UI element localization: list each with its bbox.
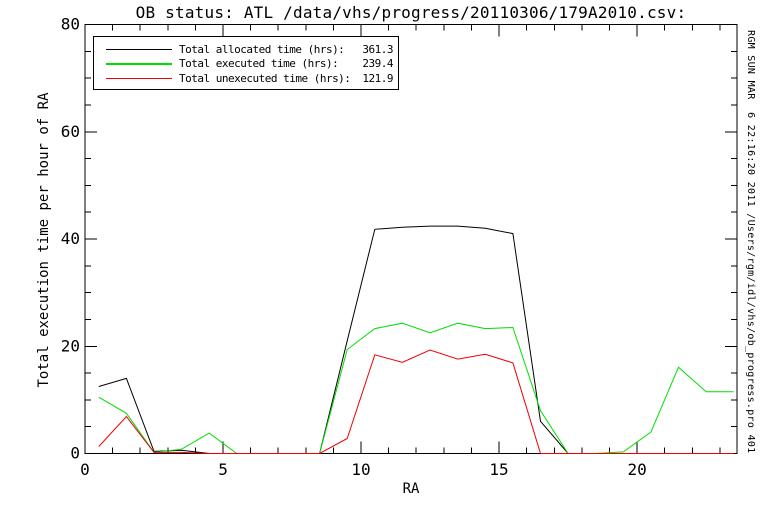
legend-label-allocated: Total allocated time (hrs): [179, 42, 345, 56]
legend-label-executed: Total executed time (hrs): [179, 57, 339, 71]
x-tick-labels: 0 5 10 15 20 [80, 460, 647, 479]
legend-row-executed: Total executed time (hrs): 239.4 [94, 57, 398, 72]
y-tick-label: 40 [61, 229, 80, 248]
legend-row-unexecuted: Total unexecuted time (hrs): 121.9 [94, 71, 398, 86]
x-tick-label: 15 [489, 460, 508, 479]
axis-ticks [84, 24, 737, 454]
legend-value-unexecuted: 121.9 [362, 71, 393, 85]
y-tick-labels: 0 20 40 60 80 [61, 15, 80, 463]
legend-value-allocated: 361.3 [362, 42, 393, 56]
legend-line-sample-allocated [106, 48, 172, 51]
series-line-total-allocated-time-hrs [98, 225, 734, 454]
series-line-total-unexecuted-time-hrs [98, 349, 734, 454]
legend-label-unexecuted: Total unexecuted time (hrs): [179, 71, 351, 85]
legend-box: Total allocated time (hrs): 361.3 Total … [93, 36, 399, 90]
x-tick-label: 20 [627, 460, 646, 479]
x-tick-label: 10 [351, 460, 370, 479]
timestamp-annotation: RGM SUN MAR 6 22:16:20 2011 /Users/rgm/i… [745, 30, 756, 454]
legend-value-executed: 239.4 [362, 57, 393, 71]
legend-line-sample-executed [106, 63, 172, 65]
x-axis-label: RA [402, 481, 420, 497]
y-tick-label: 60 [61, 122, 80, 141]
y-tick-label: 0 [70, 444, 80, 463]
legend-row-allocated: Total allocated time (hrs): 361.3 [94, 42, 398, 57]
legend-line-sample-unexecuted [106, 77, 172, 80]
x-tick-label: 5 [218, 460, 228, 479]
chart-title: OB status: ATL /data/vhs/progress/201103… [135, 3, 687, 22]
series-line-total-executed-time-hrs [98, 322, 734, 454]
y-tick-label: 20 [61, 336, 80, 355]
x-tick-label: 0 [80, 460, 90, 479]
y-tick-label: 80 [61, 15, 80, 34]
